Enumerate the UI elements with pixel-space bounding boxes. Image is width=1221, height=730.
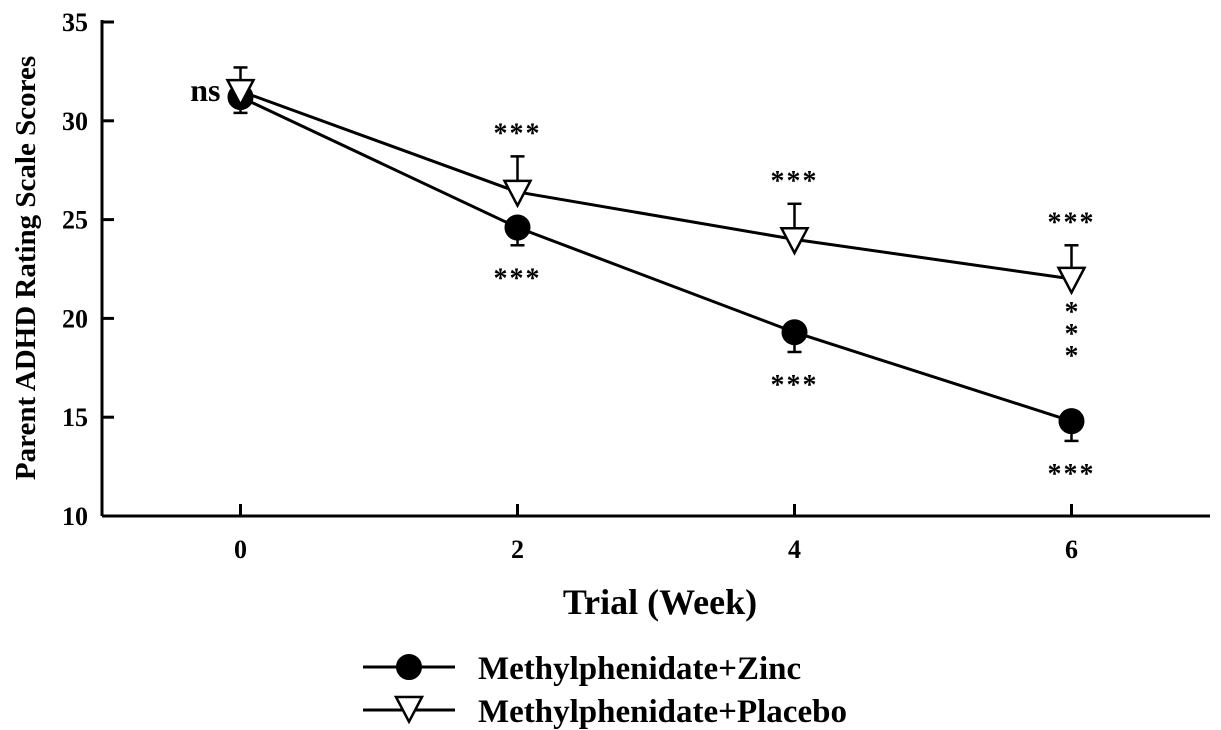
data-point-placebo <box>1056 266 1087 296</box>
ns-label: ns <box>190 72 220 108</box>
y-tick-label: 10 <box>62 502 88 531</box>
significance-label: *** <box>494 118 542 149</box>
x-tick-label: 6 <box>1065 535 1078 564</box>
data-point-zinc <box>1058 408 1085 435</box>
significance-label: *** <box>771 370 819 401</box>
significance-char: * <box>1065 319 1079 350</box>
data-point-zinc <box>781 319 808 346</box>
series-lines <box>239 89 1072 423</box>
y-tick-label: 25 <box>62 206 88 235</box>
x-axis-label: Trial (Week) <box>563 582 757 622</box>
legend-label-1: Methylphenidate+Placebo <box>478 694 847 730</box>
x-tick-label: 4 <box>788 535 801 564</box>
significance-char: * <box>1065 297 1079 328</box>
y-tick-label: 15 <box>62 403 88 432</box>
significance-label: *** <box>1048 207 1096 238</box>
annotations: ******************ns* * * <box>190 72 1096 490</box>
data-point-placebo <box>225 78 256 108</box>
series-line-1 <box>239 89 1072 281</box>
legend-marker-placebo <box>393 695 425 725</box>
data-point-placebo <box>779 227 810 256</box>
y-tick-label: 20 <box>62 304 88 333</box>
data-point-placebo <box>502 179 533 209</box>
markers <box>225 78 1087 435</box>
significance-label: *** <box>1048 459 1096 490</box>
significance-label: *** <box>494 263 542 294</box>
significance-label: *** <box>771 166 819 197</box>
y-tick-label: 35 <box>62 8 88 37</box>
significance-char: * <box>1065 341 1079 372</box>
legend-marker-zinc <box>396 654 422 680</box>
data-point-zinc <box>504 214 531 241</box>
significance-label-vertical: * * * <box>1065 297 1079 372</box>
error-bars <box>233 66 1079 443</box>
x-tick-label: 0 <box>234 535 247 564</box>
y-tick-label: 30 <box>62 107 88 136</box>
axes: 10 15 20 25 30 35 0 2 4 6 <box>62 8 1210 564</box>
series-line-0 <box>239 95 1072 423</box>
y-axis-label: Parent ADHD Rating Scale Scores <box>10 56 42 480</box>
legend: Methylphenidate+Zinc Methylphenidate+Plac… <box>363 651 847 730</box>
x-tick-label: 2 <box>511 535 524 564</box>
legend-label-0: Methylphenidate+Zinc <box>478 651 801 687</box>
